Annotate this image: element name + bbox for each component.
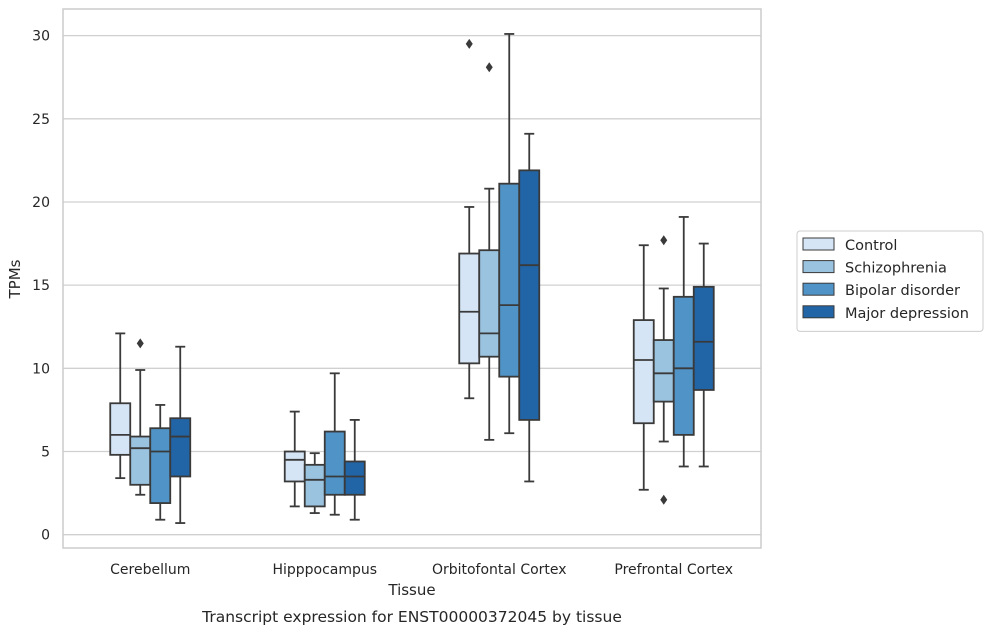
legend-label: Bipolar disorder	[845, 283, 960, 299]
legend-frame	[796, 230, 984, 332]
y-axis-label: TPMs	[6, 259, 24, 299]
y-tick-label: 25	[32, 112, 50, 128]
box-1-1	[303, 452, 326, 514]
box-3-2	[672, 216, 695, 468]
y-tick-label: 15	[32, 278, 50, 294]
box-0-0	[109, 332, 132, 480]
box-0-2	[149, 404, 172, 521]
box-body	[458, 252, 481, 365]
box-0-3	[169, 345, 192, 524]
box-1-0	[283, 410, 306, 508]
x-axis-label: Tissue	[387, 581, 435, 599]
legend-swatch	[802, 237, 835, 251]
box-1-3	[343, 419, 366, 521]
box-3-1	[652, 235, 675, 505]
box-3-3	[692, 242, 715, 468]
y-tick-label: 5	[41, 445, 50, 461]
box-body	[303, 463, 326, 508]
x-tick-labels: Cerebellum Hipppocampus Orbitofontal Corte…	[110, 562, 733, 578]
y-tick-label: 20	[32, 195, 50, 211]
box-2-0	[458, 38, 481, 400]
box-body	[518, 169, 541, 421]
flier-point	[465, 38, 473, 49]
legend-label: Schizophrenia	[845, 261, 947, 277]
flier-point	[660, 235, 668, 246]
box-body	[283, 450, 306, 483]
box-body	[652, 339, 675, 403]
y-tick-label: 0	[41, 528, 50, 544]
box-body	[632, 319, 655, 425]
flier-point	[660, 494, 668, 505]
box-body	[478, 249, 501, 358]
box-2-3	[518, 132, 541, 483]
x-tick-label: Prefrontal Cortex	[614, 562, 733, 578]
box-body	[109, 402, 132, 456]
box-body	[149, 427, 172, 504]
y-tick-label: 10	[32, 361, 50, 377]
chart-caption: Transcript expression for ENST0000037204…	[201, 608, 622, 626]
legend-label: Control	[845, 238, 897, 254]
y-tick-label: 30	[32, 29, 50, 45]
box-1-2	[323, 372, 346, 516]
box-body	[129, 435, 152, 486]
boxes	[109, 33, 715, 524]
box-body	[169, 417, 192, 478]
box-body	[672, 295, 695, 436]
box-body	[343, 460, 366, 496]
flier-point	[485, 62, 493, 73]
box-2-1	[478, 62, 501, 441]
x-tick-label: Hipppocampus	[272, 562, 377, 578]
box-body	[692, 285, 715, 391]
box-3-0	[632, 244, 655, 491]
box-body	[498, 182, 521, 378]
flier-point	[136, 338, 144, 349]
x-tick-label: Orbitofontal Cortex	[432, 562, 567, 578]
y-tick-labels: 0 5 10 15 20 25 30	[32, 29, 50, 544]
box-2-2	[498, 33, 521, 435]
legend: Control Schizophrenia Bipolar disorder Majo…	[796, 230, 984, 332]
legend-label: Major depression	[845, 306, 969, 322]
legend-swatch	[802, 282, 835, 296]
box-0-1	[129, 338, 152, 496]
box-body	[323, 430, 346, 496]
legend-swatch	[802, 260, 835, 274]
x-tick-label: Cerebellum	[110, 562, 190, 578]
legend-swatch	[802, 305, 835, 319]
plot-frame	[62, 8, 762, 549]
